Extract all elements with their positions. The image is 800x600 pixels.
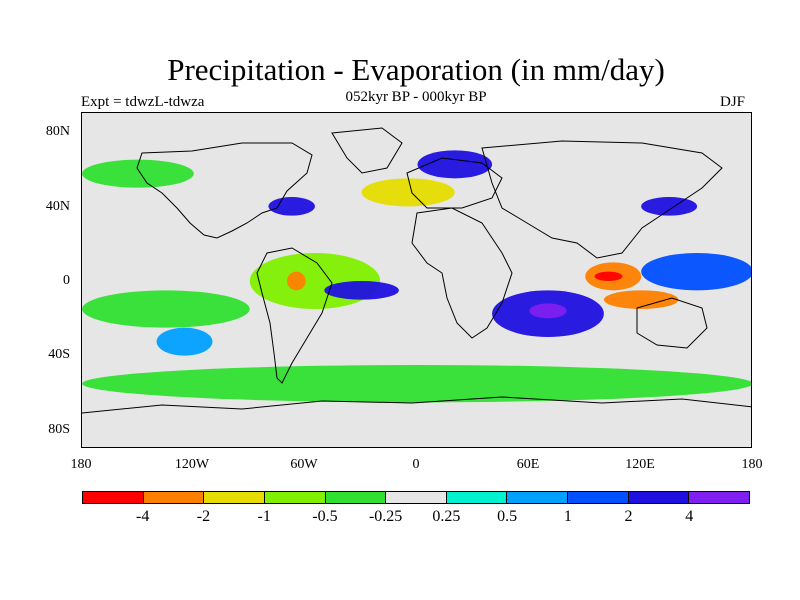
lon-tick-120w: 120W xyxy=(174,457,210,472)
lat-tick-80s: 80S xyxy=(48,422,70,437)
colorbar-label: 4 xyxy=(685,508,694,525)
field-region xyxy=(529,303,567,319)
coastline-layer xyxy=(82,127,751,414)
colorbar-swatch xyxy=(143,492,205,503)
coastline-greenland xyxy=(331,127,403,174)
colorbar-label: -4 xyxy=(136,508,150,525)
colorbar-label: -0.25 xyxy=(368,508,403,525)
colorbar-swatch xyxy=(568,492,629,503)
field-region xyxy=(156,327,213,356)
colorbar-label: -0.5 xyxy=(312,508,338,525)
colorbar-swatch xyxy=(689,492,750,503)
lon-tick-60e: 60E xyxy=(516,457,540,472)
colorbar-label: 0.25 xyxy=(432,508,461,525)
field-region xyxy=(268,197,315,216)
colorbar xyxy=(82,491,750,504)
map-canvas xyxy=(82,127,751,414)
lat-tick-80n: 80N xyxy=(45,124,70,139)
colorbar-swatch xyxy=(386,492,447,503)
field-region xyxy=(287,271,306,291)
field-region xyxy=(641,197,698,216)
colorbar-swatch xyxy=(628,492,690,503)
world-map xyxy=(81,112,752,448)
field-region xyxy=(82,290,250,328)
colorbar-swatch xyxy=(446,492,508,503)
coastline-antarctica xyxy=(82,396,751,414)
field-region xyxy=(417,150,493,179)
lon-tick-60w: 60W xyxy=(290,457,318,472)
lon-tick-0: 0 xyxy=(412,457,420,472)
lon-tick-180w: 180 xyxy=(70,457,92,472)
coastline-asia xyxy=(481,140,723,259)
coastline-africa xyxy=(411,207,513,339)
coastline-north-america xyxy=(136,142,313,239)
chart-subtitle: 052kyr BP - 000kyr BP xyxy=(345,89,487,105)
coastline-australia xyxy=(636,297,708,349)
field-region xyxy=(324,281,399,300)
season-label: DJF xyxy=(720,94,746,110)
lon-tick-120e: 120E xyxy=(625,457,655,472)
colorbar-swatch xyxy=(507,492,569,503)
field-layer xyxy=(82,150,751,403)
field-region xyxy=(361,178,455,207)
lat-tick-0: 0 xyxy=(63,273,70,288)
colorbar-swatch xyxy=(264,492,326,503)
coastline-south-america xyxy=(256,247,333,384)
chart-title: Precipitation - Evaporation (in mm/day) xyxy=(167,52,665,87)
lat-tick-40s: 40S xyxy=(48,347,70,362)
colorbar-label: 2 xyxy=(624,508,633,525)
field-region xyxy=(603,290,679,309)
coastline-europe xyxy=(406,157,503,209)
field-region xyxy=(594,271,623,281)
field-region xyxy=(82,159,194,188)
colorbar-label: -2 xyxy=(196,508,211,525)
colorbar-label: 1 xyxy=(563,508,572,525)
colorbar-label: -1 xyxy=(257,508,271,525)
experiment-label: Expt = tdwzL-tdwza xyxy=(81,94,205,110)
lat-tick-40n: 40N xyxy=(45,199,70,214)
colorbar-swatch xyxy=(204,492,265,503)
colorbar-swatch xyxy=(325,492,387,503)
field-region xyxy=(82,365,751,403)
field-region xyxy=(641,253,751,291)
colorbar-swatch xyxy=(83,492,144,503)
lon-tick-180e: 180 xyxy=(741,457,763,472)
colorbar-label: 0.5 xyxy=(497,508,518,525)
